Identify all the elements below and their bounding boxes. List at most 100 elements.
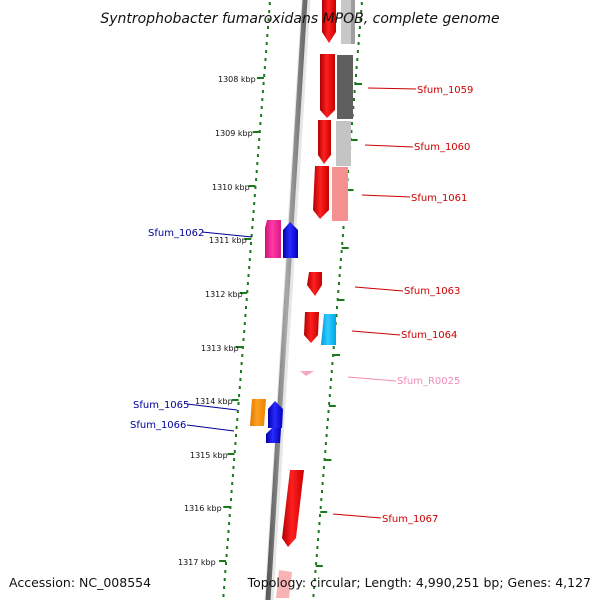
- gene-arrow-sfum-1065-orange: [250, 399, 266, 426]
- right-ring-dot: [356, 58, 359, 61]
- right-ring-dot: [317, 538, 320, 541]
- right-ring-dot: [330, 370, 333, 373]
- right-ring-dot: [315, 562, 318, 565]
- right-ring-dot: [360, 2, 363, 5]
- left-ring-dot: [233, 458, 236, 461]
- right-ring-dot: [332, 346, 335, 349]
- kbp-label-1312: 1312 kbp: [205, 290, 243, 299]
- left-ring-dot: [262, 82, 265, 85]
- kbp-tick-labels: 1308 kbp 1309 kbp 1310 kbp 1311 kbp 1312…: [178, 75, 256, 567]
- left-ring-dot: [229, 506, 232, 509]
- left-ring-dot: [247, 274, 250, 277]
- gene-arrow-sfum-1066: [266, 428, 281, 443]
- left-ring-dot: [264, 58, 267, 61]
- left-ring-dot: [255, 170, 258, 173]
- left-ring-dot: [241, 346, 244, 349]
- right-ring-dot: [318, 522, 321, 525]
- gene-label-sfum-1064: Sfum_1064: [401, 330, 457, 341]
- right-ring-dot: [319, 514, 321, 517]
- right-ring-dot: [331, 362, 334, 365]
- right-ring-dot: [339, 258, 342, 261]
- kbp-label-1316: 1316 kbp: [184, 504, 222, 513]
- gene-label-sfum-1062: Sfum_1062: [148, 228, 204, 239]
- left-ring-tick: [252, 131, 260, 133]
- right-ring-dot: [322, 466, 325, 469]
- right-ring-dot: [340, 250, 343, 253]
- leader-lines: [186, 87, 417, 519]
- left-ring-dot: [222, 594, 225, 597]
- right-ring-dot: [320, 498, 323, 501]
- right-ring-dot: [326, 426, 329, 429]
- right-ring-dot: [316, 546, 319, 549]
- left-ring-dot: [227, 530, 230, 533]
- gene-arrow-sfum-1063: [307, 272, 322, 296]
- right-ring-dot: [351, 122, 353, 125]
- left-ring-dot: [245, 298, 248, 301]
- right-ring-dot: [313, 586, 316, 589]
- left-ring-tick: [235, 346, 243, 348]
- right-ring-dot: [321, 490, 323, 493]
- right-ring-dot: [328, 394, 331, 397]
- right-ring-dot: [338, 282, 340, 285]
- left-ring-dot: [258, 138, 261, 141]
- left-ring-dot: [235, 426, 238, 429]
- left-ring-dot: [261, 90, 264, 93]
- left-ring-dot: [250, 234, 253, 237]
- left-ring-tick: [231, 399, 239, 401]
- left-ring-dot: [256, 162, 259, 165]
- left-ring-dot: [230, 490, 233, 493]
- left-ring-dot: [233, 450, 236, 453]
- right-ring-dot: [314, 570, 317, 573]
- left-ring-dot: [226, 546, 229, 549]
- left-ring-dot: [228, 514, 231, 517]
- leader-line-sfum-1066: [186, 424, 235, 432]
- right-ring-dot: [326, 418, 329, 421]
- right-ring-tick: [346, 189, 354, 191]
- right-ring-tick: [341, 247, 349, 249]
- gene-arrow-sfum-1064-cyan: [321, 314, 336, 345]
- right-ring-tick: [328, 405, 336, 407]
- left-ring-dot: [230, 498, 232, 501]
- left-ring-dot: [223, 586, 226, 589]
- left-ring-dot: [243, 330, 246, 333]
- left-ring-dot: [251, 218, 254, 221]
- left-ring-dot: [240, 362, 243, 365]
- left-ring-dot: [235, 434, 237, 437]
- right-ring-dot: [313, 578, 316, 581]
- right-ring-tick: [324, 459, 332, 461]
- leader-line-sfum-1061: [361, 194, 411, 198]
- right-ring-tick: [320, 511, 328, 513]
- right-ring-tick: [333, 354, 340, 356]
- genome-title: Syntrophobacter fumaroxidans MPOB, compl…: [100, 11, 499, 27]
- left-ring-dot: [246, 282, 249, 285]
- right-ring-dot: [336, 306, 338, 309]
- gene-arrow-top: [322, 0, 336, 43]
- right-ring-dot: [321, 482, 324, 485]
- right-ring-dot: [352, 106, 355, 109]
- left-ring-dot: [258, 130, 261, 133]
- left-ring-dot: [225, 562, 227, 565]
- left-ring-dot: [231, 474, 234, 477]
- right-ring-tick: [350, 139, 358, 141]
- right-ring-dot: [341, 234, 344, 237]
- right-ring-dot: [324, 442, 327, 445]
- right-ring-dot: [319, 506, 322, 509]
- leader-line-sfum-1063: [354, 286, 404, 292]
- left-ring-dot: [239, 378, 242, 381]
- left-ring-dot: [241, 354, 244, 357]
- left-ring-dot: [243, 322, 246, 325]
- leader-line-sfum-1060: [364, 144, 414, 148]
- gene-arrow-sfum-1064-red: [304, 312, 319, 343]
- left-ring-dot: [238, 394, 241, 397]
- left-ring-dot: [244, 314, 247, 317]
- left-ring-dot: [255, 178, 258, 181]
- kbp-label-1311: 1311 kbp: [209, 236, 247, 245]
- left-ring-dot: [267, 18, 270, 21]
- right-ring-dot: [312, 594, 315, 597]
- left-ring-dot: [263, 66, 266, 69]
- left-ring-tick: [248, 185, 256, 187]
- leader-line-sfum-r0025: [347, 376, 397, 382]
- left-ring-tick: [240, 292, 247, 294]
- left-ring-dot: [265, 50, 268, 53]
